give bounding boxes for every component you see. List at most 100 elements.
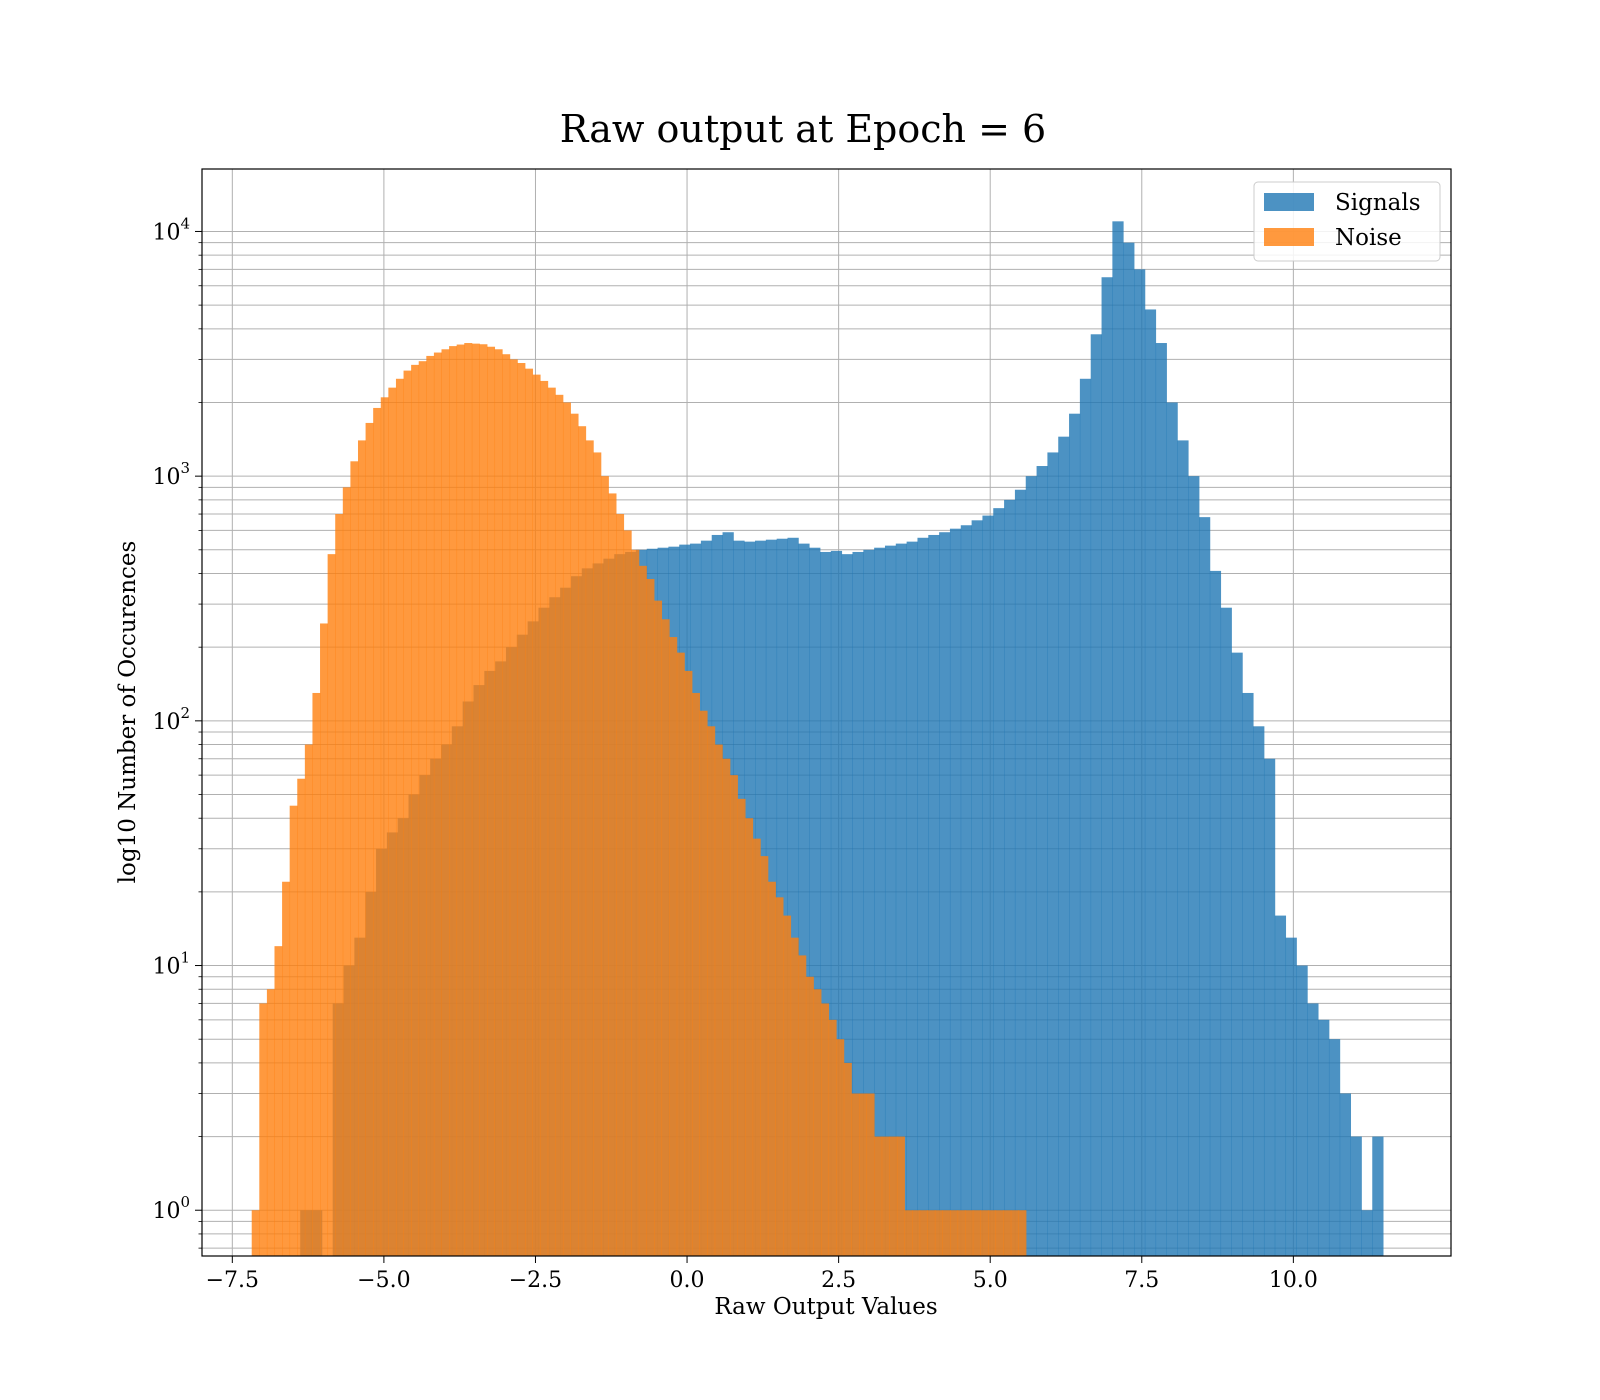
histogram-bar-signals (1263, 758, 1276, 1256)
legend: Signals Noise (1253, 181, 1441, 262)
histogram-bar-noise (380, 397, 389, 1257)
histogram-bar-noise (942, 1210, 951, 1256)
histogram-bar-noise (714, 744, 723, 1256)
histogram-bar-noise (540, 380, 549, 1257)
histogram-bar-noise (357, 440, 366, 1256)
histogram-bar-noise (836, 1039, 845, 1256)
histogram-bar-noise (798, 955, 807, 1256)
x-tick-label: 2.5 (821, 1268, 856, 1293)
x-tick-label: 0.0 (670, 1268, 705, 1293)
histogram-bar-noise (304, 744, 313, 1256)
histogram-bar-noise (282, 881, 291, 1256)
plot-frame (201, 168, 1452, 1257)
x-tick-label: −5.0 (357, 1268, 410, 1293)
histogram-bar-noise (259, 1003, 268, 1256)
histogram-bar-noise (524, 368, 533, 1256)
histogram-bar-noise (509, 359, 518, 1257)
histogram-bar-noise (783, 915, 792, 1256)
histogram-bar-noise (274, 946, 283, 1256)
histogram-bar-noise (889, 1136, 898, 1256)
histogram-bar-noise (805, 976, 814, 1256)
histogram-bar-signals (787, 537, 799, 1256)
histogram-bar-noise (691, 692, 700, 1256)
x-tick-label: −2.5 (509, 1268, 562, 1293)
histogram-bar-signals (884, 545, 897, 1256)
x-tick-label: 10.0 (1269, 1268, 1318, 1293)
histogram-bar-noise (988, 1210, 997, 1256)
histogram-bar-noise (1003, 1210, 1012, 1256)
histogram-bar-noise (927, 1210, 936, 1256)
histogram-bar-signals (1188, 476, 1200, 1257)
histogram-bar-noise (904, 1210, 913, 1256)
histogram-bar-noise (335, 514, 344, 1256)
histogram-bar-signals (960, 525, 973, 1256)
histogram-bar-noise (289, 805, 298, 1256)
histogram-bar-noise (562, 402, 571, 1256)
histogram-bar-noise (251, 1210, 260, 1256)
histogram-bar-signals (1123, 242, 1135, 1257)
histogram-bar-signals (949, 528, 962, 1256)
histogram-bar-signals (809, 547, 821, 1256)
histogram-bar-noise (600, 476, 609, 1257)
histogram-bar-signals (841, 554, 853, 1256)
histogram-bar-signals (1014, 489, 1027, 1256)
histogram-bar-noise (775, 897, 784, 1256)
legend-swatch-noise (1264, 228, 1314, 246)
histogram-bar-signals (1058, 436, 1070, 1257)
histogram-bar-noise (593, 452, 602, 1257)
histogram-bar-noise (729, 775, 738, 1256)
histogram-bar-noise (502, 354, 511, 1256)
histogram-bar-signals (982, 515, 994, 1256)
histogram-bar-signals (928, 534, 940, 1256)
histogram-bar-noise (874, 1136, 883, 1256)
histogram-bar-noise (494, 349, 503, 1256)
histogram-bar-noise (623, 530, 632, 1256)
histogram-bar-signals (1134, 269, 1146, 1257)
x-tick-label: 5.0 (973, 1268, 1008, 1293)
histogram-bar-noise (843, 1062, 852, 1256)
histogram-bar-signals (1025, 476, 1037, 1257)
histogram-bar-noise (881, 1136, 890, 1256)
histogram-bar-signals (1155, 343, 1167, 1256)
histogram-bar-signals (830, 550, 843, 1256)
histogram-bar-noise (699, 710, 708, 1256)
histogram-bar-noise (395, 378, 404, 1256)
histogram-bar-noise (957, 1210, 966, 1256)
histogram-bars (251, 221, 1384, 1257)
histogram-bar-signals (1361, 1210, 1373, 1256)
histogram-bar-noise (896, 1136, 905, 1256)
histogram-bar-noise (669, 637, 678, 1256)
chart-title: Raw output at Epoch = 6 (560, 107, 1046, 151)
histogram-bar-noise (972, 1210, 981, 1256)
histogram-bar-signals (906, 541, 918, 1256)
histogram-bar-signals (820, 551, 832, 1256)
histogram-bar-noise (919, 1210, 928, 1256)
histogram-bar-signals (939, 532, 951, 1256)
histogram-bar-noise (464, 343, 473, 1256)
histogram-bar-signals (1047, 452, 1059, 1257)
histogram-bar-noise (373, 407, 382, 1256)
histogram-bar-signals (1242, 692, 1254, 1256)
histogram-bar-noise (654, 600, 663, 1256)
histogram-bar-signals (874, 547, 886, 1256)
histogram-bar-noise (350, 461, 359, 1256)
histogram-bar-noise (912, 1210, 921, 1256)
histogram-bar-signals (1318, 1019, 1330, 1256)
histogram-bar-noise (950, 1210, 959, 1256)
legend-swatch-signals (1264, 193, 1314, 211)
histogram-bar-noise (578, 426, 587, 1256)
histogram-bar-signals (863, 549, 875, 1256)
histogram-bar-noise (646, 578, 655, 1256)
histogram-bar-signals (852, 551, 864, 1256)
histogram-bar-signals (1166, 402, 1178, 1256)
histogram-bar-noise (722, 758, 731, 1256)
histogram-bar-noise (555, 394, 564, 1256)
histogram-bar-noise (676, 652, 685, 1256)
histogram-bar-noise (418, 361, 427, 1256)
histogram-bar-noise (320, 623, 329, 1256)
histogram-bar-signals (993, 508, 1005, 1257)
histogram-bar-noise (790, 937, 799, 1256)
histogram-bar-signals (1328, 1039, 1341, 1256)
histogram-bar-signals (1339, 1093, 1352, 1256)
histogram-bar-noise (752, 838, 761, 1256)
